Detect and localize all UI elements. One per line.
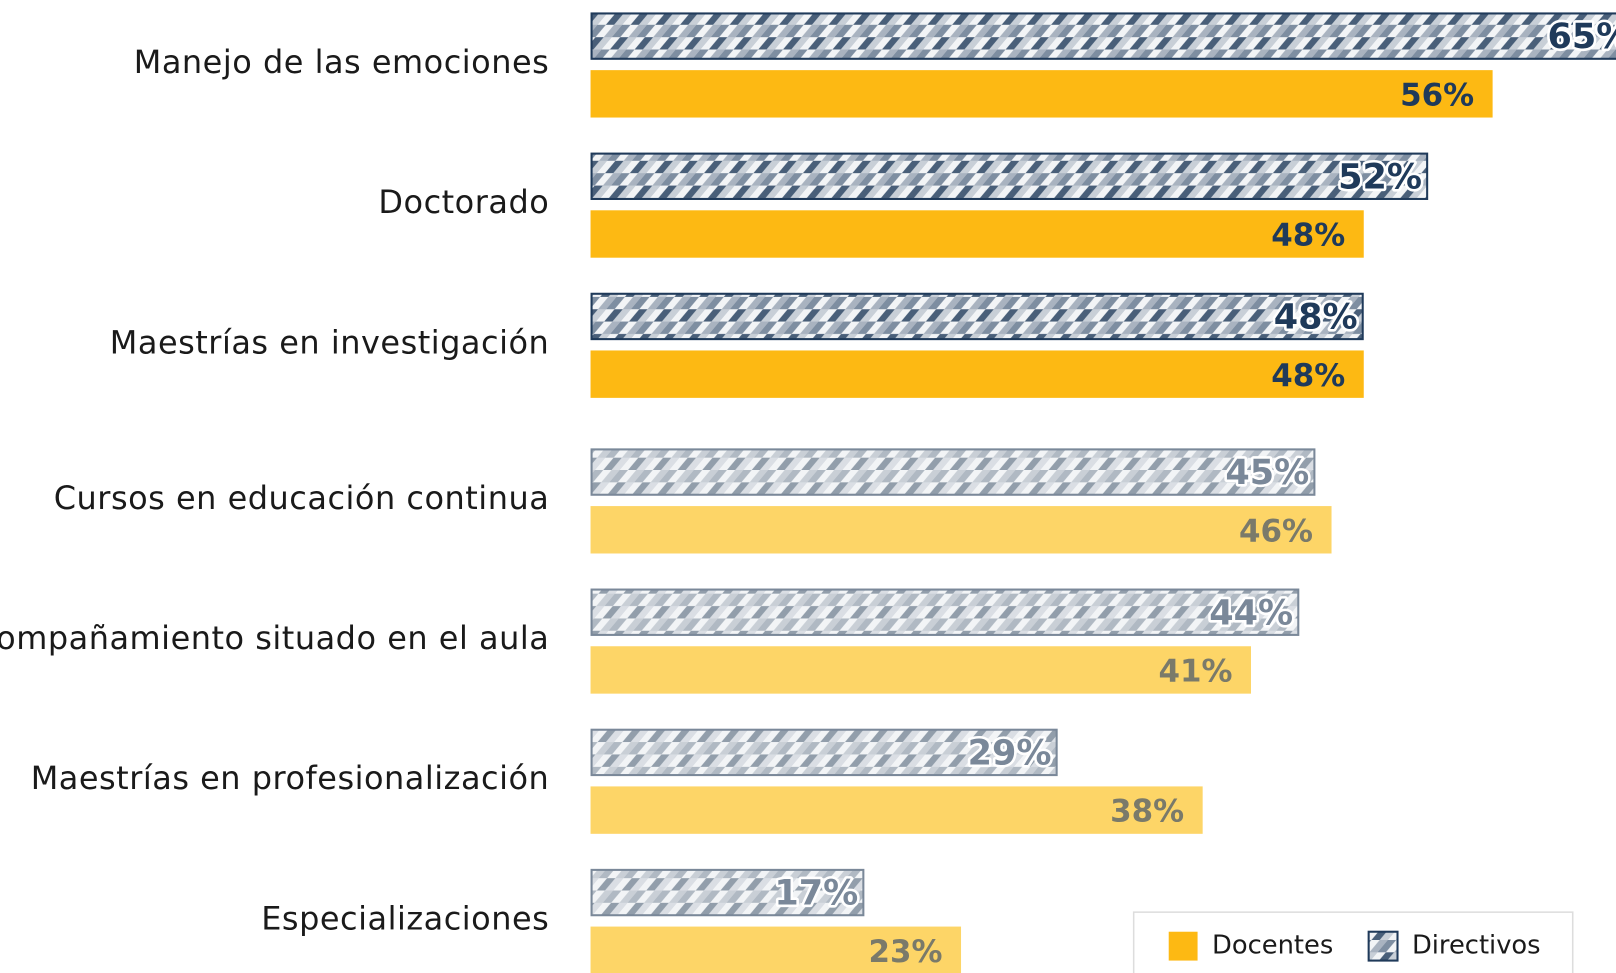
value-label: 23% [869,934,943,970]
value-label: 56% [1400,77,1474,113]
bar [590,646,1251,694]
bar [590,448,1316,496]
legend-swatch [1367,930,1399,962]
value-label: 65% [1548,16,1616,57]
category-label: Maestrías en investigación [110,323,550,361]
legend-box [1132,911,1574,973]
value-label: 52% [1338,156,1422,197]
category-label: Manejo de las emociones [134,43,550,81]
category-label: Maestrías en profesionalización [31,759,550,797]
value-label: 17% [774,873,858,914]
bar [590,12,1616,60]
value-label: 38% [1110,794,1184,830]
bar [590,588,1300,636]
value-label: 45% [1225,452,1309,493]
bar [590,506,1332,554]
bar [590,786,1203,834]
value-label: 48% [1271,218,1345,254]
bar [590,926,962,973]
legend-label: Directivos [1412,931,1541,961]
category-label: Especializaciones [261,899,549,937]
category-label: Cursos en educación continua [54,479,550,517]
bar [590,70,1493,118]
value-label: 46% [1239,513,1313,549]
bar [590,292,1364,341]
category-label: Doctorado [378,183,549,221]
bar [590,868,865,917]
value-label: 29% [968,732,1052,773]
value-label: 48% [1274,297,1358,338]
legend-label: Docentes [1212,931,1333,961]
bar [590,728,1058,777]
bar [590,152,1429,200]
bar [590,210,1364,258]
value-label: 41% [1158,654,1232,690]
value-label: 48% [1271,358,1345,394]
legend-swatch [1168,931,1198,961]
category-label: Acompañamiento situado en el aula [0,619,549,657]
bar [590,350,1364,398]
value-label: 44% [1209,592,1293,633]
